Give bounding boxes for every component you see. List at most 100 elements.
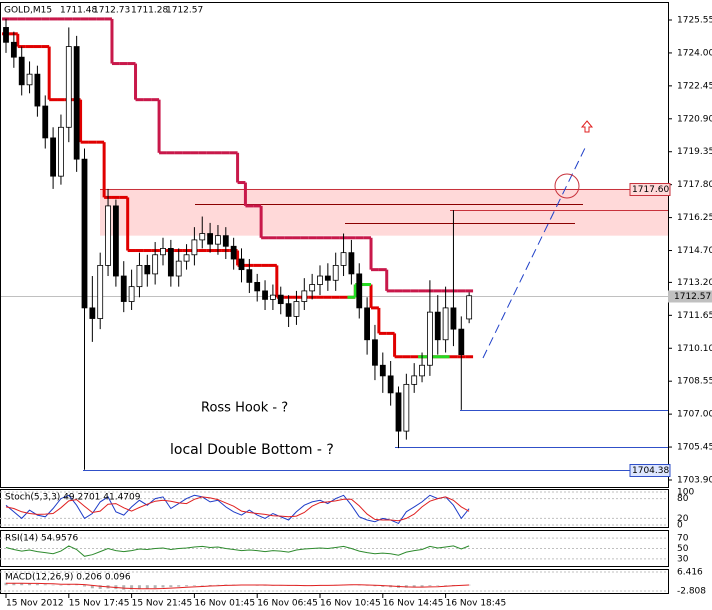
- annotation: local Double Bottom - ?: [170, 442, 334, 458]
- level-label: 1717.60: [632, 185, 669, 195]
- histogram-bar: [59, 585, 63, 586]
- candle-body: [97, 264, 104, 319]
- candle-body: [222, 235, 229, 247]
- candle-body: [426, 311, 433, 366]
- indicator-tick-label: 100: [677, 488, 694, 498]
- candle-body: [215, 235, 221, 245]
- histogram-bar: [122, 585, 126, 590]
- candle-body: [411, 375, 418, 385]
- histogram-bar: [20, 583, 24, 586]
- header-high: 1712.73: [93, 6, 130, 16]
- histogram-bar: [420, 585, 424, 587]
- candle-body: [26, 73, 33, 86]
- candle-body: [3, 27, 9, 43]
- histogram-bar: [192, 585, 196, 586]
- histogram-bar: [35, 583, 39, 586]
- candle-body: [269, 294, 276, 300]
- histogram-bar: [4, 582, 8, 586]
- histogram-bar: [428, 585, 432, 587]
- histogram-bar: [216, 584, 220, 586]
- main-panel-frame: [0, 2, 669, 488]
- histogram-bar: [28, 583, 32, 586]
- candle-body: [191, 239, 198, 256]
- candle-body: [434, 311, 441, 341]
- histogram-bar: [130, 585, 134, 590]
- histogram-bar: [98, 585, 102, 589]
- candle-body: [364, 307, 371, 341]
- histogram-bar: [373, 585, 377, 587]
- candle-body: [387, 375, 394, 394]
- candle-body: [301, 290, 308, 302]
- histogram-bar: [200, 585, 204, 586]
- candle-body: [152, 254, 159, 275]
- candle-body: [50, 137, 56, 177]
- histogram-bar: [467, 584, 471, 586]
- candle-body: [199, 233, 206, 241]
- histogram-bar: [208, 585, 212, 586]
- target-circle: [554, 173, 580, 199]
- x-tick-label: 16 Nov 06:45: [257, 599, 318, 609]
- candle-body: [128, 286, 135, 302]
- candle-body: [293, 301, 300, 317]
- histogram-bar: [145, 585, 149, 589]
- indicator-line: [6, 582, 470, 590]
- histogram-bar: [153, 585, 157, 589]
- header-close: 1712.57: [166, 6, 203, 16]
- x-tick-label: 15 Nov 2012: [6, 599, 64, 609]
- y-tick-label: 1711.65: [677, 311, 712, 321]
- indicator-title: Stoch(5,3,3) 49.2701 41.4709: [5, 493, 141, 503]
- header-low: 1711.28: [131, 6, 168, 16]
- indicator-tick-label: 6.416: [677, 568, 703, 578]
- candle-body: [254, 281, 261, 292]
- candle-body: [442, 307, 449, 341]
- x-tick-label: 16 Nov 18:45: [446, 599, 507, 609]
- candle-body: [372, 339, 378, 366]
- y-tick-label: 1714.70: [677, 246, 712, 256]
- candle-body: [340, 252, 347, 266]
- x-tick-label: 15 Nov 21:45: [132, 599, 193, 609]
- header-open: 1711.48: [60, 6, 97, 16]
- indicator-tick-label: 0: [677, 521, 683, 531]
- candle-body: [419, 364, 425, 377]
- candle-body: [309, 284, 316, 292]
- candle-body: [348, 252, 355, 275]
- candle-body: [207, 233, 214, 245]
- candle-body: [10, 41, 17, 58]
- candle-body: [246, 269, 253, 283]
- histogram-bar: [412, 585, 416, 588]
- stoch-panel-frame: [0, 489, 669, 528]
- indicator-tick-label: 30: [677, 554, 689, 564]
- candle-body: [160, 247, 166, 256]
- indicator-line: [5, 545, 470, 557]
- candle-body: [332, 264, 339, 281]
- histogram-bar: [12, 582, 16, 586]
- candle-body: [450, 307, 457, 330]
- y-tick-label: 1717.80: [677, 180, 712, 190]
- indicator-tick-label: 50: [677, 544, 689, 554]
- candle-body: [317, 275, 323, 285]
- histogram-bar: [90, 585, 94, 589]
- histogram-bar: [177, 585, 181, 587]
- candle-body: [89, 307, 96, 319]
- candle-body: [65, 46, 72, 128]
- candle-body: [262, 290, 268, 300]
- level-label-box: [629, 183, 671, 196]
- indicator-title: MACD(12,26,9) 0.206 0.096: [5, 573, 131, 583]
- candle-body: [175, 260, 182, 277]
- y-tick-label: 1707.00: [677, 410, 712, 420]
- candle-body: [81, 158, 88, 309]
- y-tick-label: 1716.25: [677, 213, 712, 223]
- level-label: 1704.38: [632, 466, 669, 476]
- histogram-bar: [161, 585, 165, 588]
- candle-body: [167, 247, 174, 277]
- candle-body: [230, 245, 237, 260]
- y-tick-label: 1722.45: [677, 81, 712, 91]
- candle-body: [458, 328, 465, 356]
- candle-body: [403, 383, 410, 432]
- histogram-bar: [51, 584, 55, 586]
- level-label-box: [629, 464, 671, 477]
- candle-body: [395, 392, 402, 432]
- y-tick-label: 1705.45: [677, 443, 712, 453]
